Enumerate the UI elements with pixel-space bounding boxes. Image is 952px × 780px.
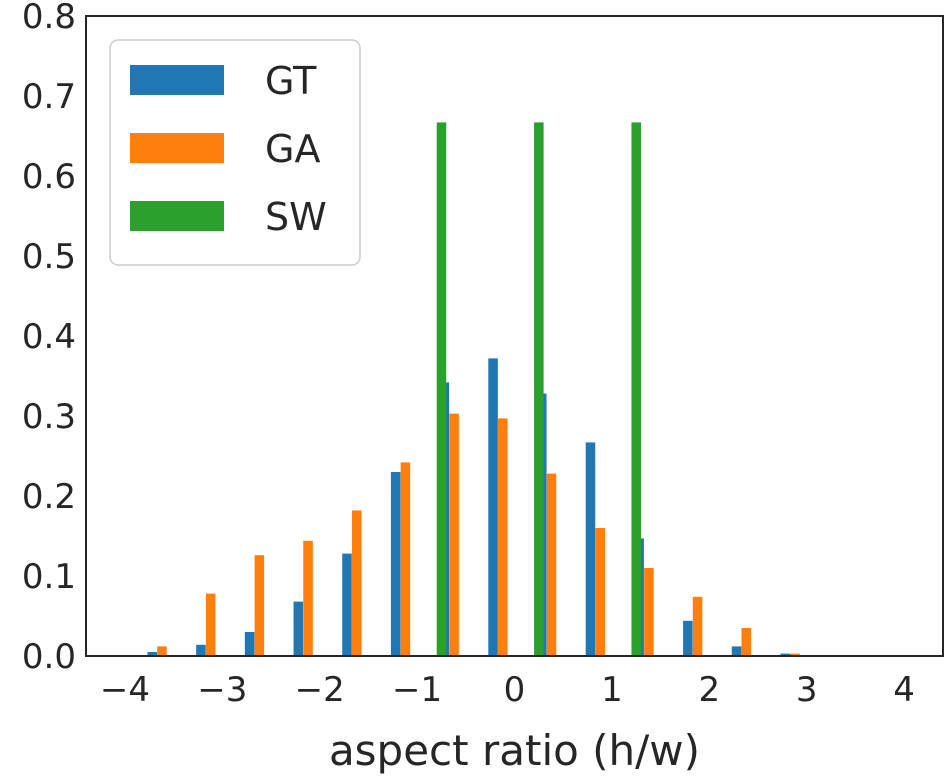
bar-ga-8 xyxy=(546,473,557,656)
bar-ga-2 xyxy=(254,555,265,656)
bar-gt-4 xyxy=(342,553,352,656)
bar-ga-13 xyxy=(790,653,800,656)
y-tick-label: 0.7 xyxy=(22,77,76,117)
bars-layer xyxy=(147,122,800,656)
bar-gt-1 xyxy=(196,644,206,656)
plot-frame xyxy=(85,15,944,657)
y-tick-label: 0.2 xyxy=(22,477,76,517)
x-tick-label: 1 xyxy=(601,670,623,710)
bar-ga-7 xyxy=(498,418,508,656)
x-tick-label: −4 xyxy=(100,670,150,710)
bar-gt-13 xyxy=(780,653,790,656)
bar-ga-5 xyxy=(400,462,411,656)
bar-gt-11 xyxy=(683,620,693,656)
x-tick-label: −3 xyxy=(197,670,247,710)
y-tick-label: 0.6 xyxy=(22,157,76,197)
bar-ga-3 xyxy=(303,540,313,656)
x-tick-label: 4 xyxy=(893,670,915,710)
y-axis-ticks: 0.0 0.1 0.2 0.3 0.4 0.5 0.6 0.7 0.8 xyxy=(22,0,76,677)
bar-ga-1 xyxy=(205,593,216,656)
bar-gt-12 xyxy=(731,646,742,656)
x-axis-ticks: −4 −3 −2 −1 0 1 2 3 4 xyxy=(100,670,915,710)
legend-swatch-gt xyxy=(130,65,224,95)
x-tick-label: 2 xyxy=(698,670,720,710)
bar-gt-3 xyxy=(293,601,304,656)
x-tick-label: −1 xyxy=(392,670,442,710)
bar-ga-6 xyxy=(449,413,459,656)
x-tick-label: 3 xyxy=(796,670,818,710)
x-axis-title: aspect ratio (h/w) xyxy=(329,726,700,775)
legend-label-ga: GA xyxy=(265,127,320,171)
bar-gt-0 xyxy=(147,652,157,656)
legend-label-sw: SW xyxy=(265,195,327,239)
bar-gt-5 xyxy=(390,472,401,656)
bar-ga-4 xyxy=(351,510,362,656)
legend-label-gt: GT xyxy=(265,59,317,103)
x-tick-label: −2 xyxy=(295,670,345,710)
bar-ga-11 xyxy=(692,596,703,656)
bar-ga-0 xyxy=(157,646,167,656)
y-tick-label: 0.4 xyxy=(22,317,76,357)
bar-ga-10 xyxy=(644,568,654,656)
legend-swatch-ga xyxy=(130,133,224,163)
legend-swatch-sw xyxy=(130,201,224,231)
bar-gt-2 xyxy=(244,632,255,656)
bar-sw-1 xyxy=(534,122,544,656)
bar-gt-7 xyxy=(488,358,498,656)
y-tick-label: 0.5 xyxy=(22,237,76,277)
legend: GT GA SW xyxy=(109,39,361,266)
bar-sw-0 xyxy=(436,122,447,656)
y-tick-label: 0.0 xyxy=(22,637,76,677)
bar-gt-9 xyxy=(585,442,596,656)
y-tick-label: 0.8 xyxy=(22,0,76,37)
bar-ga-12 xyxy=(741,628,752,656)
x-tick-label: 0 xyxy=(504,670,526,710)
bar-sw-2 xyxy=(631,122,641,656)
bar-ga-9 xyxy=(595,528,605,656)
y-tick-label: 0.1 xyxy=(22,557,76,597)
y-tick-label: 0.3 xyxy=(22,397,76,437)
